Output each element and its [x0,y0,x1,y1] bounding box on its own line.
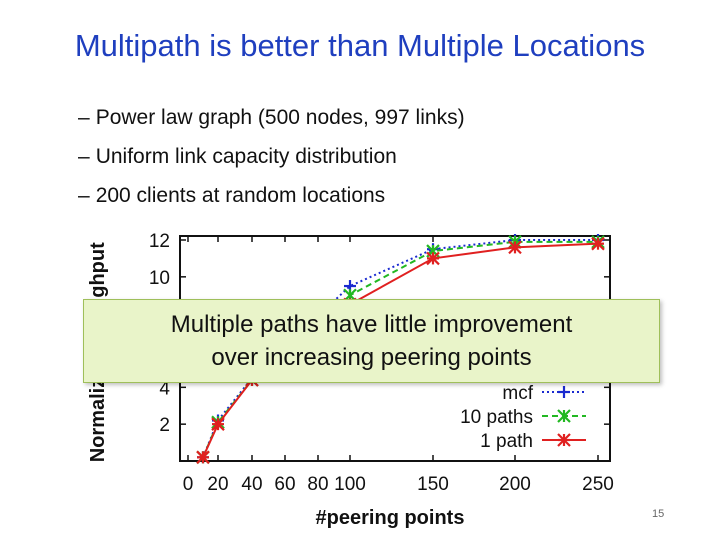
x-tick-label: 150 [417,474,449,495]
chart-legend: mcf 10 paths 1 path [460,383,586,452]
legend-label: 10 paths [460,407,533,428]
bullet-list: – Power law graph (500 nodes, 997 links) … [78,98,465,215]
data-point [426,251,440,266]
data-point [508,240,522,255]
plot-area: 0 20 40 60 80 100 150 200 250 2 4 10 12 #peering poin… [87,231,614,529]
bullet-item: – Power law graph (500 nodes, 997 links) [78,98,465,137]
data-point [211,417,225,431]
bullet-text: Uniform link capacity distribution [95,145,397,168]
slide-number: 15 [652,508,665,520]
x-tick-label: 20 [207,474,228,495]
bullet-text: 200 clients at random locations [95,184,386,207]
y-tick-label: 12 [149,231,170,252]
x-tick-label: 80 [307,474,328,495]
callout-box: Multiple paths have little improvement o… [83,299,660,383]
x-axis-label: #peering points [316,507,465,529]
bullet-item: –200 clients at random locations [78,176,465,215]
x-tick-label: 200 [499,474,531,495]
x-tick-label: 60 [274,474,295,495]
slide-title: Multipath is better than Multiple Locati… [74,28,646,63]
legend-label: mcf [502,383,533,404]
bullet-dash: – [78,106,90,129]
x-tick-label: 100 [334,474,366,495]
y-axis-label: ghput [87,242,109,298]
data-point [591,236,605,251]
callout-line: Multiple paths have little improvement [170,311,573,338]
y-tick-label: 10 [149,268,170,289]
x-tick-label: 40 [241,474,262,495]
legend-marker [558,386,570,398]
data-point [196,450,210,465]
legend-label: 1 path [480,431,533,452]
y-tick-label: 2 [159,415,170,436]
legend-marker [557,409,571,423]
x-tick-label: 0 [183,474,194,495]
x-tick-label: 250 [582,474,614,495]
bullet-dash: – [78,145,90,168]
bullet-item: – Uniform link capacity distribution [78,137,465,176]
y-tick-label: 4 [159,378,170,399]
callout-line: over increasing peering points [211,344,532,371]
bullet-text: Power law graph (500 nodes, 997 links) [95,106,465,129]
y-axis-label: Normaliz [87,378,109,462]
bullet-dash: – [78,184,90,207]
legend-marker [557,433,571,447]
